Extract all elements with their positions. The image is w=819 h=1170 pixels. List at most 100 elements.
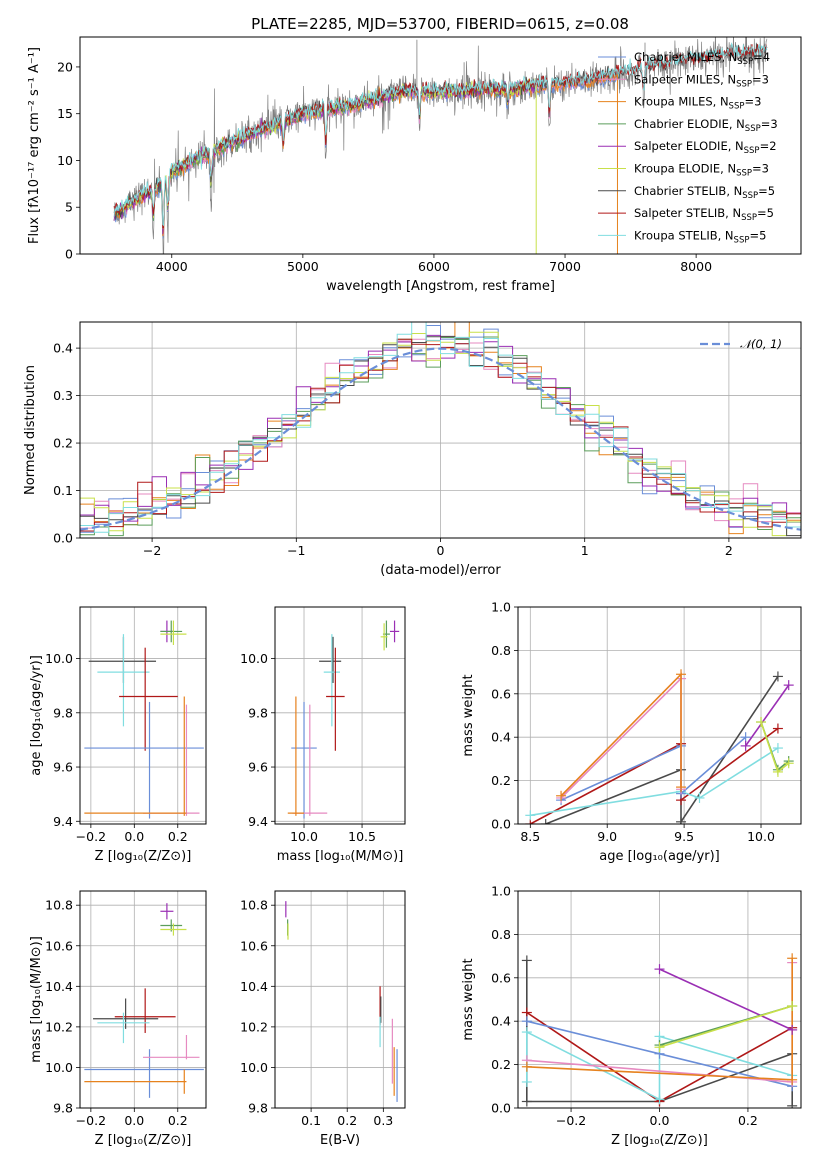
axes-age_vs_mass: 10.0 10.5 9.4 9.6 9.8 10.0 mass [log₁₀(M/M⊙)] (240, 606, 406, 864)
y-tick-label: 0.2 (491, 1057, 511, 1072)
x-axis-label: E(B-V) (320, 1133, 360, 1148)
y-tick-label: 5 (65, 200, 73, 215)
y-tick-label: 0.6 (491, 686, 511, 701)
plot-area (84, 903, 204, 1098)
x-tick-label: 2 (725, 543, 733, 558)
grid (275, 891, 405, 1109)
x-tick-label: 10.5 (348, 829, 376, 844)
legend-entry-kroupa_stelib: Kroupa STELIB, NSSP=5 (634, 228, 766, 245)
legend-sub: SSP (736, 169, 752, 179)
legend-sub: SSP (734, 235, 750, 245)
legend-entry-chabrier_miles: Chabrier MILES, NSSP=4 (634, 50, 770, 67)
legend-entry-kroupa_miles: Kroupa MILES, NSSP=3 (634, 95, 761, 112)
legend-entry-chabrier_elodie: Chabrier ELODIE, NSSP=3 (634, 117, 778, 134)
y-axis-label: Flux [fλ10⁻¹⁷ erg cm⁻² s⁻¹ A⁻¹] (27, 47, 42, 244)
y-tick-label: 0.8 (491, 643, 511, 658)
x-tick-label: 0.0 (124, 829, 144, 844)
axes-frame (517, 606, 802, 825)
x-axis-label: mass [log₁₀(M/M⊙)] (277, 849, 404, 864)
x-tick-label: 0.2 (168, 1113, 188, 1128)
legend-suffix: =3 (752, 162, 769, 176)
series-kroupa_stelib (530, 747, 779, 817)
x-axis-label: wavelength [Angstrom, rest frame] (326, 279, 555, 294)
x-tick-label: 10.0 (747, 829, 775, 844)
y-tick-label: 9.8 (53, 705, 73, 720)
y-tick-label: 0.8 (491, 927, 511, 942)
y-tick-label: 0.2 (491, 773, 511, 788)
y-tick-label: 0.4 (491, 1014, 511, 1029)
y-tick-label: 1.0 (491, 884, 511, 899)
series-salpeter_elodie (744, 684, 790, 747)
legend-sub: SSP (745, 124, 761, 134)
legend-suffix: =5 (749, 228, 766, 242)
y-axis-label: Normed distribution (23, 365, 38, 495)
legend-sub: SSP (744, 146, 760, 156)
legend-entry-salpeter_elodie: Salpeter ELODIE, NSSP=2 (634, 139, 777, 156)
legend-sub: SSP (729, 102, 745, 112)
legend-suffix: =5 (758, 184, 775, 198)
legend: 𝒩(0, 1) (700, 337, 782, 351)
y-tick-label: 9.8 (248, 705, 268, 720)
histogram-salpeter_elodie (80, 334, 801, 538)
axes-frame (79, 606, 207, 825)
plot-area (80, 322, 801, 538)
legend-suffix: =2 (760, 139, 777, 153)
x-tick-label: −0.2 (76, 829, 106, 844)
legend-text: Chabrier MILES, N (634, 50, 737, 64)
legend-entry-normal: 𝒩(0, 1) (740, 337, 782, 351)
legend-sub: SSP (742, 191, 758, 201)
model-spectrum-salpeter_elodie (113, 80, 537, 235)
grid (80, 891, 206, 1109)
y-tick-label: 10.0 (45, 1060, 73, 1075)
y-tick-label: 10.0 (240, 1060, 268, 1075)
plot-area (113, 37, 768, 254)
y-tick-label: 10.0 (45, 651, 73, 666)
x-tick-label: 1 (581, 543, 589, 558)
x-tick-label: −0.2 (556, 1113, 586, 1128)
y-tick-label: 10 (57, 153, 73, 168)
x-tick-label: 5000 (287, 259, 319, 274)
x-axis-label: Z [log₁₀(Z/Z⊙)] (95, 849, 192, 864)
axes-mw_vs_age: 8.5 9.0 9.5 10.0 0.0 0.2 0.4 0.6 0.8 1.0 age [log₁… (461, 600, 802, 864)
legend-entry-salpeter_stelib: Salpeter STELIB, NSSP=5 (634, 206, 774, 223)
axes-frame (79, 890, 207, 1109)
y-tick-label: 0 (65, 247, 73, 262)
legend-suffix: =5 (757, 206, 774, 220)
y-tick-label: 0.6 (491, 970, 511, 985)
plot-area (525, 669, 794, 824)
x-tick-label: 6000 (418, 259, 450, 274)
x-axis-label: age [log₁₀(age/yr)] (599, 849, 720, 864)
y-tick-label: 10.8 (45, 898, 73, 913)
y-axis-label: mass weight (461, 958, 476, 1040)
axes-frame (79, 36, 802, 255)
legend-suffix: =4 (753, 50, 770, 64)
legend-sub: SSP (736, 79, 752, 89)
y-tick-label: 10.0 (240, 651, 268, 666)
legend-entry-salpeter_miles: Salpeter MILES, NSSP=3 (634, 72, 769, 89)
y-tick-label: 0.1 (53, 483, 73, 498)
legend-suffix: =3 (761, 117, 778, 131)
legend-text: Kroupa MILES, N (634, 95, 729, 109)
y-tick-label: 0.0 (491, 817, 511, 832)
axes-mass_vs_Z: −0.2 0.0 0.2 9.8 10.0 10.2 10.4 10.6 10.8 Z [log₁… (29, 890, 207, 1148)
x-tick-label: 10.0 (290, 829, 318, 844)
x-tick-label: 0.2 (168, 829, 188, 844)
y-axis-label: age [log₁₀(age/yr)] (29, 655, 44, 776)
y-axis-label: mass [log₁₀(M/M⊙)] (29, 936, 44, 1063)
legend-text: Salpeter STELIB, N (634, 206, 741, 220)
y-tick-label: 9.8 (53, 1101, 73, 1116)
y-tick-label: 10.6 (45, 938, 73, 953)
y-tick-label: 15 (57, 106, 73, 121)
normal-curve (80, 347, 801, 531)
axes-residuals: −2 −1 0 1 2 0.0 0.1 0.2 0.3 0.4 (data-model)/error… (23, 321, 802, 578)
y-tick-label: 9.4 (53, 814, 73, 829)
x-axis-label: Z [log₁₀(Z/Z⊙)] (611, 1133, 708, 1148)
y-tick-label: 0.2 (53, 436, 73, 451)
legend-suffix: =3 (744, 95, 761, 109)
histogram-kroupa_stelib (80, 322, 801, 538)
histogram-chabrier_stelib (80, 335, 801, 538)
axes-frame (274, 606, 406, 825)
legend-sub: SSP (741, 213, 757, 223)
legend-text: Chabrier STELIB, N (634, 184, 742, 198)
